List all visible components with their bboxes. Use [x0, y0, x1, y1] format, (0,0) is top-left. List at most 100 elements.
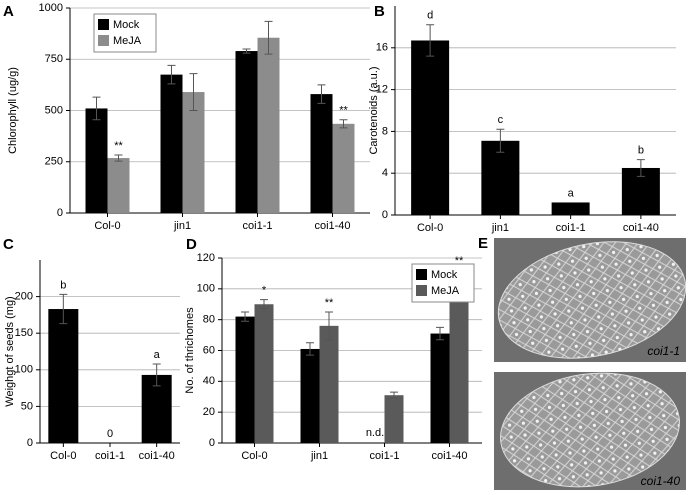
x-tick-label: jin1 — [173, 220, 191, 232]
y-tick-label: 0 — [27, 437, 33, 449]
legend-swatch — [98, 19, 109, 30]
error-bar — [496, 128, 505, 153]
annotation: ** — [455, 255, 464, 267]
bar — [107, 158, 130, 213]
bar — [481, 140, 520, 215]
y-axis-label: Chlorophyll (ug/g) — [7, 67, 19, 154]
x-tick-label: coi1-40 — [623, 222, 659, 234]
y-tick-label: 200 — [15, 291, 33, 303]
y-tick-label: 12 — [376, 84, 388, 96]
legend-swatch — [416, 285, 427, 296]
y-axis-label: Weighgt of seeds (mg) — [4, 296, 16, 406]
error-bar — [636, 159, 645, 177]
legend-label: MeJA — [431, 285, 460, 297]
error-bar — [260, 299, 268, 310]
x-tick-label: jin1 — [491, 222, 509, 234]
bar — [160, 74, 183, 213]
bar — [235, 51, 258, 213]
error-bar — [317, 84, 326, 104]
y-tick-label: 100 — [197, 283, 215, 295]
annotation: 0 — [107, 428, 113, 440]
image-caption: coi1-40 — [641, 474, 681, 488]
annotation: a — [568, 187, 575, 199]
error-bar — [390, 391, 398, 399]
y-tick-label: 60 — [203, 344, 215, 356]
bar — [449, 279, 469, 443]
y-tick-label: 0 — [57, 207, 63, 219]
error-bar — [306, 342, 314, 356]
x-tick-label: Col-0 — [94, 220, 120, 232]
x-tick-label: Col-0 — [50, 450, 76, 462]
x-tick-label: coi1-1 — [243, 220, 273, 232]
bar — [300, 348, 320, 443]
x-tick-label: coi1-40 — [314, 220, 350, 232]
bar — [384, 395, 404, 443]
error-bar — [92, 96, 101, 121]
x-tick-label: coi1-40 — [431, 450, 467, 462]
y-tick-label: 150 — [15, 327, 33, 339]
x-tick-label: coi1-1 — [556, 222, 586, 234]
y-tick-label: 120 — [197, 252, 215, 264]
annotation: ** — [339, 105, 348, 117]
legend-swatch — [98, 35, 109, 46]
leaf — [500, 372, 680, 488]
annotation: ** — [325, 297, 334, 309]
image-caption: coi1-1 — [647, 344, 680, 358]
annotation: ** — [114, 140, 123, 152]
panel-label: D — [186, 236, 197, 253]
legend-swatch — [416, 269, 427, 280]
y-axis-label: Carotenoids (a.u.) — [368, 66, 380, 154]
annotation: * — [262, 285, 267, 297]
error-bar — [339, 119, 348, 129]
error-bar — [152, 363, 161, 387]
y-axis-label: No. of thrichomes — [184, 307, 196, 394]
bar — [257, 37, 280, 213]
bar — [48, 309, 79, 443]
annotation: b — [638, 145, 644, 157]
x-tick-label: jin1 — [310, 450, 328, 462]
y-tick-label: 100 — [15, 364, 33, 376]
y-tick-label: 50 — [21, 400, 33, 412]
error-bar — [114, 154, 123, 162]
y-tick-label: 1000 — [39, 2, 63, 14]
annotation: n.d. — [366, 427, 384, 439]
error-bar — [426, 24, 435, 57]
x-tick-label: coi1-1 — [370, 450, 400, 462]
y-tick-label: 8 — [382, 125, 388, 137]
y-tick-label: 20 — [203, 406, 215, 418]
y-tick-label: 16 — [376, 42, 388, 54]
error-bar — [264, 20, 273, 55]
legend-label: Mock — [113, 19, 140, 31]
panel-label: C — [3, 236, 14, 253]
panel-e: E coi1-1 coi1-40 — [478, 235, 687, 490]
error-bar — [436, 326, 444, 341]
y-tick-label: 250 — [45, 156, 63, 168]
bar — [319, 325, 339, 443]
panel-label: B — [374, 3, 385, 20]
annotation: b — [60, 279, 66, 291]
error-bar — [241, 311, 249, 322]
legend-label: Mock — [431, 269, 458, 281]
y-tick-label: 500 — [45, 104, 63, 116]
error-bar — [189, 73, 198, 111]
bar — [310, 94, 333, 213]
error-bar — [242, 48, 251, 54]
bar — [332, 123, 355, 213]
y-tick-label: 750 — [45, 53, 63, 65]
y-tick-label: 80 — [203, 314, 215, 326]
error-bar — [325, 311, 333, 341]
x-tick-label: coi1-1 — [95, 450, 125, 462]
leaf — [497, 241, 687, 359]
x-tick-label: coi1-40 — [139, 450, 175, 462]
x-tick-label: Col-0 — [241, 450, 267, 462]
bar — [551, 202, 590, 215]
y-tick-label: 40 — [203, 375, 215, 387]
bar — [182, 92, 205, 213]
bar — [430, 333, 450, 443]
panel-label: A — [3, 3, 14, 20]
y-tick-label: 4 — [382, 167, 388, 179]
annotation: a — [154, 349, 161, 361]
y-tick-label: 0 — [382, 209, 388, 221]
legend-label: MeJA — [113, 35, 142, 47]
error-bar — [167, 64, 176, 85]
